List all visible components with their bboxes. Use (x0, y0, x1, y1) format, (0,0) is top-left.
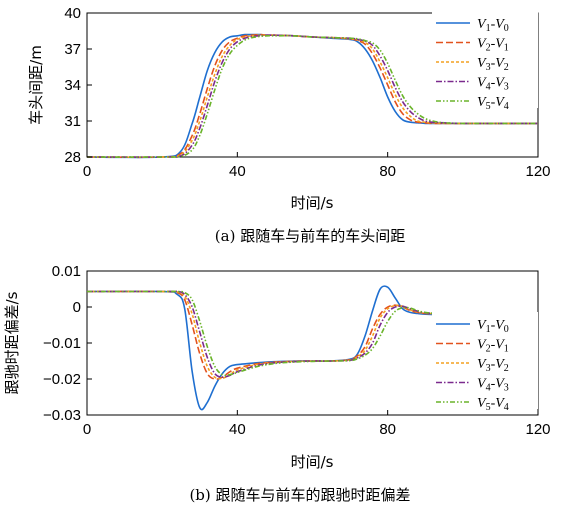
series-line-v5-v4 (86, 34, 538, 158)
y-tick-label: 31 (64, 113, 81, 130)
legend-label: V2-V1 (477, 37, 509, 54)
xticks-a: 0 40 80 120 (83, 152, 551, 180)
series-line-v2-v1 (86, 290, 538, 380)
xlabel-a: 时间/s (291, 194, 334, 212)
yticks-a: 28 31 34 37 40 (64, 5, 92, 166)
caption-b: (b) 跟随车与前车的跟驰时距偏差 (189, 486, 410, 504)
legend-label: V4-V3 (477, 76, 509, 93)
y-tick-label: 40 (64, 5, 81, 22)
legend-label: V1-V0 (477, 17, 509, 34)
x-tick-label: 120 (525, 163, 550, 180)
legend-b: V1-V0 V2-V1 V3-V2 V4-V3 V5-V4 (432, 312, 538, 413)
series-group-b (86, 285, 538, 411)
legend-label: V5-V4 (477, 396, 509, 413)
y-tick-label: 34 (64, 77, 81, 94)
y-tick-label: 0.01 (52, 263, 81, 280)
series-line-v4-v3 (86, 34, 538, 158)
series-group-a (86, 33, 538, 159)
legend-a: V1-V0 V2-V1 V3-V2 V4-V3 V5-V4 (432, 11, 538, 112)
legend-label: V3-V2 (477, 56, 509, 73)
ylabel-a: 车头间距/m (27, 45, 45, 125)
xlabel-b: 时间/s (291, 453, 334, 471)
xticks-b: 0 40 80 120 (83, 410, 551, 438)
legend-label: V5-V4 (477, 95, 509, 112)
y-tick-label: −0.01 (43, 335, 81, 352)
legend-label: V4-V3 (477, 377, 509, 394)
y-tick-label: −0.02 (43, 371, 81, 388)
y-tick-label: 28 (64, 149, 81, 166)
x-tick-label: 40 (229, 163, 246, 180)
x-tick-label: 80 (379, 421, 396, 438)
y-tick-label: 0 (73, 299, 81, 316)
yticks-b: −0.03 −0.02 −0.01 0 0.01 (43, 263, 92, 424)
chart-b: 0 40 80 120 −0.03 −0.02 −0.01 0 0.01 V1-V0 V2-V1… (3, 263, 551, 504)
x-tick-label: 0 (83, 421, 91, 438)
y-tick-label: 37 (64, 41, 81, 58)
legend-box (432, 312, 538, 409)
y-tick-label: −0.03 (43, 407, 81, 424)
caption-a: (a) 跟随车与前车的车头间距 (215, 227, 405, 245)
legend-label: V3-V2 (477, 357, 509, 374)
legend-label: V1-V0 (477, 318, 509, 335)
series-line-v5-v4 (87, 290, 538, 377)
ylabel-b: 跟驰时距偏差/s (3, 291, 21, 394)
x-tick-label: 120 (525, 421, 550, 438)
legend-box (432, 11, 538, 108)
x-tick-label: 0 (83, 163, 91, 180)
x-tick-label: 40 (229, 421, 246, 438)
x-tick-label: 80 (379, 163, 396, 180)
chart-a: 0 40 80 120 28 31 34 37 40 V1-V0 V2-V1 V3-V2 V4-V3… (27, 5, 551, 245)
legend-label: V2-V1 (477, 338, 509, 355)
